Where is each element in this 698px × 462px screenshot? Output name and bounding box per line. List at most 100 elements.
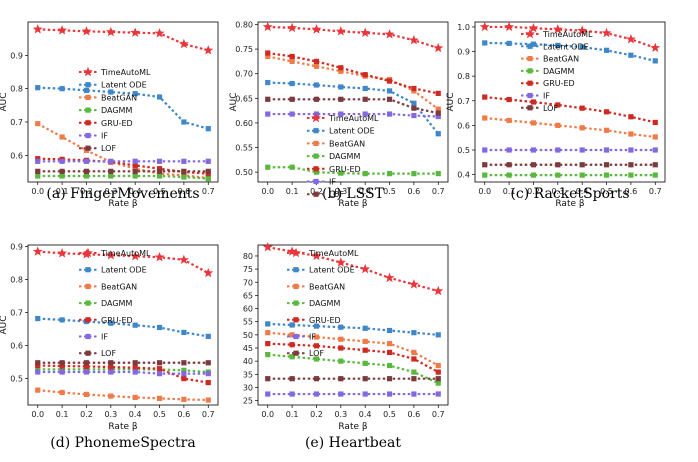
data-point bbox=[156, 395, 163, 402]
data-point bbox=[362, 338, 368, 345]
data-point bbox=[386, 341, 393, 347]
y-tick-label: 0.6 bbox=[10, 342, 23, 351]
data-point bbox=[313, 82, 320, 88]
y-axis-label: AUC bbox=[446, 92, 456, 111]
x-tick-label: 0.6 bbox=[178, 410, 191, 419]
data-point bbox=[265, 50, 271, 56]
data-point bbox=[338, 65, 344, 71]
data-point bbox=[289, 96, 295, 102]
data-point bbox=[603, 147, 610, 153]
legend-swatch-marker bbox=[313, 140, 319, 146]
data-point bbox=[35, 387, 41, 393]
legend-label: DAGMM bbox=[101, 299, 132, 308]
data-point bbox=[265, 341, 271, 347]
x-tick-label: 0.0 bbox=[261, 410, 274, 419]
data-point bbox=[411, 391, 417, 397]
legend-swatch-marker bbox=[293, 333, 299, 340]
data-point-star bbox=[552, 24, 563, 34]
y-tick-label: 55 bbox=[243, 318, 253, 327]
data-point bbox=[313, 96, 320, 102]
y-tick-label: 35 bbox=[243, 370, 253, 379]
data-point bbox=[652, 172, 658, 178]
data-point bbox=[482, 94, 488, 100]
legend-label: DAGMM bbox=[543, 67, 574, 76]
y-tick-label: 80 bbox=[243, 252, 253, 261]
data-point-star bbox=[57, 248, 68, 258]
y-tick-label: 0.7 bbox=[457, 97, 470, 106]
data-point bbox=[59, 389, 65, 396]
data-point bbox=[628, 52, 634, 58]
x-tick-label: 0.0 bbox=[31, 410, 44, 419]
data-point bbox=[435, 131, 441, 137]
data-point bbox=[506, 172, 512, 178]
data-point bbox=[313, 323, 320, 329]
data-point bbox=[265, 53, 271, 60]
data-point bbox=[289, 354, 295, 360]
legend-swatch-marker bbox=[527, 80, 533, 86]
data-point bbox=[411, 369, 417, 375]
series-line bbox=[484, 116, 656, 139]
x-tick-label: 0.3 bbox=[551, 187, 564, 196]
data-point bbox=[313, 334, 320, 340]
data-point bbox=[289, 322, 295, 328]
x-tick-label: 0.4 bbox=[359, 410, 372, 419]
x-tick-label: 0.3 bbox=[104, 410, 117, 419]
series-lof bbox=[35, 168, 211, 174]
legend: TimeAutoML Latent ODE BeatGAN DAGMM GRU-ED IF… bbox=[79, 66, 151, 153]
series-timeautoml bbox=[262, 241, 444, 296]
data-point-star bbox=[287, 22, 298, 33]
data-point bbox=[83, 391, 90, 398]
x-axis-label: Rate β bbox=[108, 199, 137, 209]
x-axis-label: Rate β bbox=[108, 422, 137, 432]
legend-swatch-marker bbox=[313, 166, 319, 172]
data-point bbox=[362, 85, 368, 92]
data-point bbox=[35, 121, 41, 127]
data-point bbox=[411, 100, 417, 106]
data-point bbox=[411, 105, 417, 111]
data-point bbox=[386, 78, 393, 84]
chart-panel-1: 0.0 0.1 0.2 0.3 0.4 0.5 0.6 0.7 0.6 0.7 0.8 0.9 Rate… bbox=[0, 21, 219, 209]
data-point bbox=[108, 364, 114, 370]
series-latent-ode bbox=[265, 321, 441, 338]
legend-label: BeatGAN bbox=[309, 282, 345, 291]
data-point bbox=[181, 119, 187, 125]
data-point bbox=[313, 58, 320, 64]
legend-label: GRU-ED bbox=[309, 316, 341, 325]
data-point bbox=[579, 172, 585, 178]
legend-swatch-marker bbox=[85, 120, 91, 126]
data-point-star bbox=[528, 22, 539, 33]
legend-label: LOF bbox=[101, 349, 116, 358]
data-point bbox=[386, 362, 393, 369]
data-point bbox=[108, 360, 114, 366]
chart-panel-5: 0.0 0.1 0.2 0.3 0.4 0.5 0.6 0.7 25 30 35 40 45 50 55 60… bbox=[243, 241, 449, 451]
data-point bbox=[435, 369, 441, 375]
chart-panel-2: 0.0 0.1 0.2 0.3 0.4 0.5 0.6 0.7 0.50 0.55 0.60 0.65… bbox=[229, 20, 449, 209]
y-tick-label: 0.9 bbox=[10, 243, 23, 252]
y-tick-label: 45 bbox=[243, 344, 253, 353]
series-lof bbox=[482, 162, 658, 168]
legend-label: GRU-ED bbox=[543, 79, 575, 88]
series-dagmm bbox=[265, 351, 441, 386]
data-point bbox=[506, 96, 512, 103]
data-point bbox=[362, 72, 368, 78]
data-point bbox=[579, 125, 585, 131]
x-tick-label: 0.1 bbox=[286, 187, 299, 196]
data-point bbox=[555, 162, 561, 168]
x-tick-label: 0.5 bbox=[383, 410, 396, 419]
data-point bbox=[35, 168, 41, 174]
data-point bbox=[132, 162, 138, 168]
data-point bbox=[313, 356, 320, 362]
series-line bbox=[37, 370, 209, 375]
x-tick-label: 0.6 bbox=[625, 187, 638, 196]
series-if bbox=[35, 158, 211, 164]
data-point bbox=[59, 134, 65, 140]
data-point bbox=[205, 360, 211, 366]
legend-swatch-star bbox=[83, 66, 93, 77]
legend-label: IF bbox=[101, 132, 108, 141]
data-point bbox=[579, 162, 585, 168]
y-tick-label: 0.75 bbox=[235, 45, 253, 54]
y-tick-label: 0.5 bbox=[457, 146, 470, 155]
data-point bbox=[289, 111, 295, 117]
x-tick-label: 0.4 bbox=[129, 187, 142, 196]
